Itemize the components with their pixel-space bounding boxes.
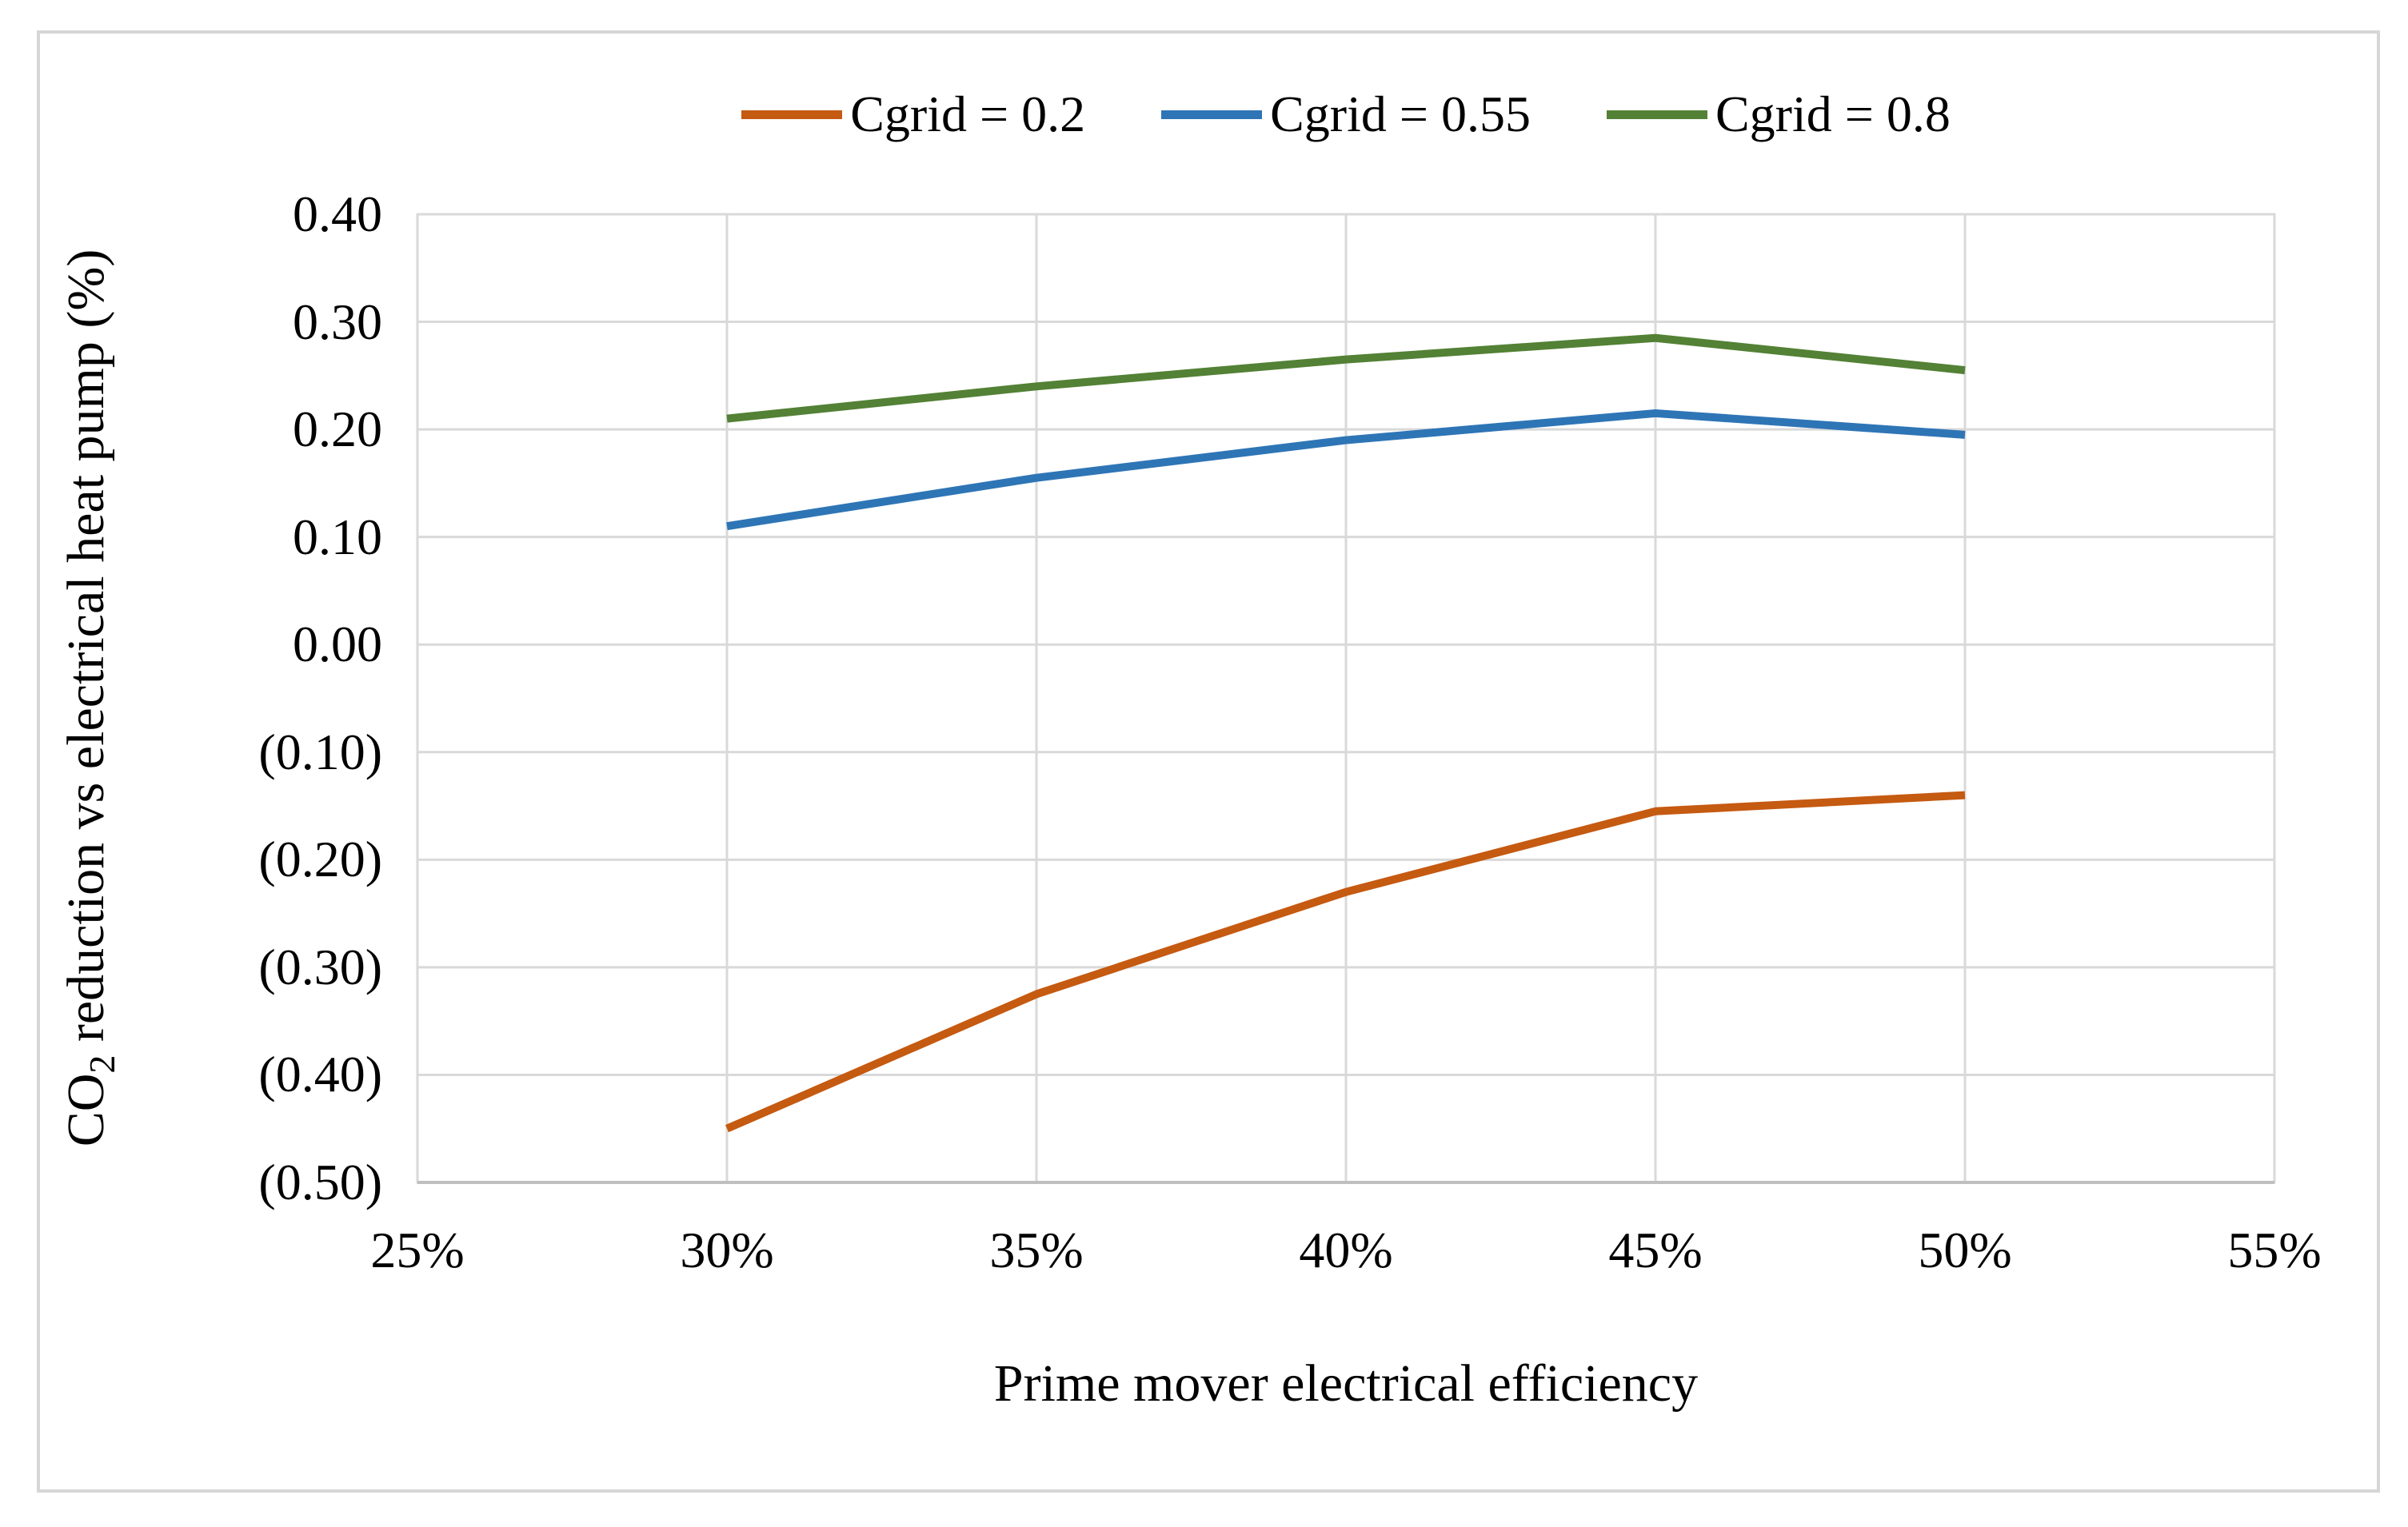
series-line-cgrid=0.55	[726, 409, 1966, 531]
y-tick-label: 0.00	[293, 616, 382, 673]
x-tick-label: 25%	[370, 1222, 465, 1278]
y-tick-label: 0.40	[293, 185, 382, 242]
chart-outer-frame	[37, 30, 2380, 1493]
legend-item: Cgrid = 0.2	[741, 86, 1085, 142]
y-tick-label: (0.40)	[258, 1046, 382, 1103]
x-tick-label: 55%	[2227, 1222, 2322, 1278]
legend-item: Cgrid = 0.55	[1161, 86, 1531, 142]
y-tick-label: 0.30	[293, 293, 382, 350]
legend-line-swatch	[741, 110, 843, 119]
series-line-cgrid=0.2	[725, 791, 1966, 1133]
series-line-cgrid=0.8	[726, 333, 1966, 423]
legend-line-swatch	[1161, 110, 1263, 119]
legend-item: Cgrid = 0.8	[1606, 86, 1951, 142]
y-tick-label: 0.10	[293, 508, 382, 565]
y-tick-label: 0.20	[293, 401, 382, 458]
y-axis-title: CO2 reduction vs electrical heat pump (%…	[57, 249, 122, 1147]
x-tick-label: 35%	[989, 1222, 1084, 1278]
legend-label: Cgrid = 0.55	[1270, 86, 1531, 142]
legend-line-swatch	[1606, 110, 1707, 119]
legend: Cgrid = 0.2 Cgrid = 0.55 Cgrid = 0.8	[417, 86, 2274, 142]
x-axis-title: Prime mover electrical efficiency	[993, 1354, 1699, 1413]
y-tick-label: (0.10)	[258, 723, 382, 780]
legend-label: Cgrid = 0.2	[850, 86, 1086, 142]
x-tick-label: 45%	[1608, 1222, 1703, 1278]
x-tick-label: 40%	[1299, 1222, 1393, 1278]
x-tick-label: 50%	[1918, 1222, 2012, 1278]
y-tick-label: (0.50)	[258, 1154, 382, 1210]
legend-label: Cgrid = 0.8	[1715, 86, 1951, 142]
y-tick-label: (0.20)	[258, 831, 382, 888]
y-tick-label: (0.30)	[258, 938, 382, 995]
x-tick-label: 30%	[680, 1222, 774, 1278]
